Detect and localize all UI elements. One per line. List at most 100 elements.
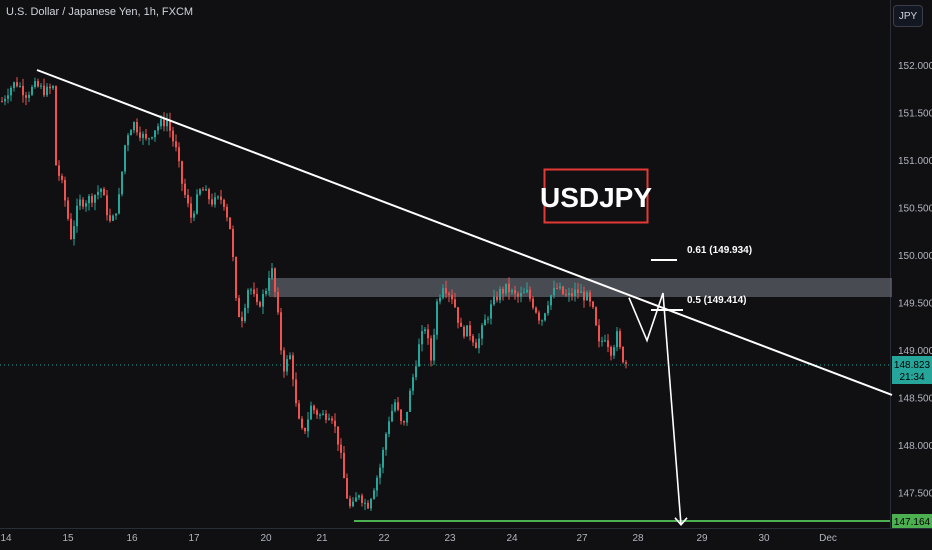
candle-body <box>124 145 126 172</box>
price-tick-label: 151.000 <box>898 156 932 167</box>
candle-body <box>538 312 540 321</box>
candle-body <box>241 317 243 321</box>
candle-body <box>463 326 465 337</box>
candle-body <box>67 200 69 219</box>
chart-title: USDJPY <box>540 182 652 213</box>
candle-body <box>187 194 189 204</box>
candle-body <box>475 342 477 349</box>
candle-body <box>25 95 27 98</box>
candle-body <box>571 293 573 297</box>
projection-path[interactable] <box>628 292 682 525</box>
candle-body <box>607 340 609 348</box>
candle-body <box>82 199 84 207</box>
time-tick-label: 15 <box>62 533 74 544</box>
candle-body <box>349 498 351 507</box>
candle-body <box>268 277 270 291</box>
candle-body <box>244 307 246 321</box>
candle-body <box>418 344 420 367</box>
candle-body <box>568 293 570 296</box>
bar-countdown: 21:34 <box>899 372 924 383</box>
candle-body <box>76 205 78 227</box>
descending-trendline[interactable] <box>36 69 893 396</box>
candle-body <box>415 366 417 378</box>
candle-body <box>610 347 612 356</box>
candle-body <box>214 197 216 205</box>
candle-body <box>16 82 18 87</box>
candle-body <box>91 196 93 203</box>
candle-body <box>304 427 306 432</box>
candle-body <box>142 133 144 138</box>
candle-body <box>13 82 15 88</box>
time-axis[interactable]: 14 15 16 17 20 21 22 23 24 27 28 29 30 Dec <box>0 533 836 544</box>
candle-body <box>574 289 576 297</box>
candle-body <box>445 288 447 294</box>
candle-body <box>40 85 42 87</box>
price-tick-label: 149.000 <box>898 346 932 357</box>
candle-body <box>511 290 513 293</box>
candle-body <box>223 199 225 207</box>
candle-body <box>7 95 9 99</box>
candle-body <box>562 286 564 295</box>
time-tick-label: 29 <box>696 533 708 544</box>
candle-body <box>337 426 339 445</box>
candle-body <box>316 410 318 415</box>
candle-body <box>436 301 438 335</box>
candle-body <box>79 199 81 206</box>
candle-body <box>109 215 111 221</box>
candle-body <box>151 137 153 139</box>
candle-body <box>181 161 183 184</box>
fib-50-label: 0.5 (149.414) <box>687 295 747 306</box>
time-tick-label: 20 <box>260 533 272 544</box>
candle-body <box>448 293 450 295</box>
candle-body <box>469 325 471 336</box>
candle-body <box>427 329 429 339</box>
time-tick-label: 23 <box>444 533 456 544</box>
candle-body <box>112 215 114 221</box>
price-tick-label: 147.500 <box>898 489 932 500</box>
candle-body <box>484 319 486 326</box>
currency-button[interactable]: JPY <box>893 5 923 27</box>
candle-body <box>292 355 294 380</box>
candle-body <box>85 203 87 207</box>
candle-body <box>346 478 348 499</box>
candle-body <box>430 338 432 361</box>
price-axis[interactable]: 152.000 151.500 151.000 150.500 150.000 149.5… <box>898 61 932 500</box>
candle-body <box>421 331 423 345</box>
candle-body <box>166 120 168 127</box>
candle-body <box>535 307 537 313</box>
candle-body <box>64 179 66 201</box>
candle-body <box>340 444 342 453</box>
candle-body <box>43 85 45 96</box>
candle-body <box>199 189 201 195</box>
candle-body <box>580 291 582 293</box>
candle-body <box>190 203 192 218</box>
candle-body <box>94 194 96 203</box>
candle-body <box>100 188 102 192</box>
candle-body <box>487 318 489 320</box>
candle-body <box>160 119 162 127</box>
candle-body <box>352 501 354 507</box>
candle-body <box>139 132 141 138</box>
candle-body <box>52 86 54 89</box>
candle-body <box>28 94 30 98</box>
candle-body <box>331 418 333 421</box>
candle-body <box>277 292 279 313</box>
candle-body <box>577 289 579 293</box>
candle-body <box>403 421 405 423</box>
candle-body <box>235 256 237 298</box>
candle-body <box>301 418 303 428</box>
candle-body <box>442 288 444 298</box>
candle-body <box>364 502 366 504</box>
candle-body <box>310 405 312 420</box>
candle-body <box>61 175 63 180</box>
candle-body <box>148 138 150 140</box>
candle-body <box>130 130 132 136</box>
candle-body <box>307 419 309 432</box>
candle-body <box>541 320 543 322</box>
candle-body <box>466 325 468 337</box>
candle-body <box>343 452 345 479</box>
title-box[interactable] <box>543 168 649 224</box>
candle-body <box>526 289 528 293</box>
